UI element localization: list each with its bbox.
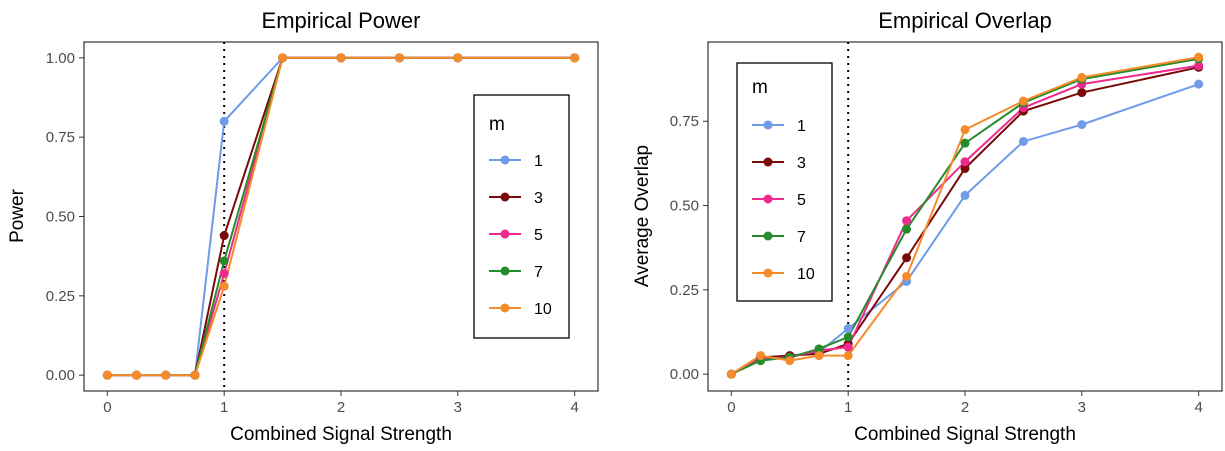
legend-label: 1 [797, 118, 806, 135]
data-point-m5 [960, 157, 970, 167]
legend-label: 3 [534, 190, 543, 207]
x-tick-label: 3 [454, 399, 462, 416]
data-point-m10 [1194, 52, 1204, 62]
data-point-m1 [1018, 136, 1028, 146]
data-point-m10 [902, 271, 912, 281]
x-tick-label: 1 [844, 399, 852, 416]
x-tick-label: 4 [1194, 399, 1202, 416]
data-point-m10 [960, 125, 970, 135]
data-point-m10 [278, 53, 288, 63]
data-point-m5 [843, 342, 853, 352]
data-point-m10 [843, 351, 853, 361]
y-tick-label: 0.75 [46, 129, 75, 146]
legend-key-point [500, 192, 510, 202]
data-point-m10 [726, 369, 736, 379]
x-tick-label: 0 [727, 399, 735, 416]
legend-title: m [489, 114, 505, 135]
legend-box [736, 62, 833, 302]
data-point-m10 [102, 370, 112, 380]
legend-label: 5 [534, 227, 543, 244]
data-point-m10 [132, 370, 142, 380]
legend-title: m [752, 77, 768, 98]
data-point-m10 [814, 351, 824, 361]
data-point-m10 [570, 53, 580, 63]
data-point-m3 [219, 231, 229, 241]
series-line-m10 [107, 56, 575, 377]
data-point-m1 [219, 116, 229, 126]
empirical-power-chart: Empirical Power Combined Signal Strength… [7, 8, 599, 445]
y-axis-label: Power [7, 188, 28, 243]
series-line-m3 [730, 66, 1199, 376]
data-point-m7 [843, 332, 853, 342]
legend-label: 7 [534, 264, 543, 281]
legend-key-point [500, 303, 510, 313]
data-point-m10 [1018, 96, 1028, 106]
x-tick-label: 2 [337, 399, 345, 416]
data-point-m10 [785, 356, 795, 366]
data-point-m7 [219, 256, 229, 266]
data-point-m1 [1194, 79, 1204, 89]
legend-label: 5 [797, 192, 806, 209]
y-tick-label: 1.00 [46, 50, 75, 67]
legend-key-point [763, 120, 773, 130]
data-point-m3 [960, 163, 970, 173]
y-tick-label: 0.75 [670, 113, 699, 130]
x-tick-label: 2 [961, 399, 969, 416]
legend-label: 10 [534, 301, 552, 318]
legend-label: 3 [797, 155, 806, 172]
y-tick-label: 0.50 [670, 198, 699, 215]
data-point-m5 [1194, 61, 1204, 71]
legend-key-point [763, 231, 773, 241]
x-tick-label: 3 [1078, 399, 1086, 416]
y-tick-label: 0.50 [46, 209, 75, 226]
data-point-m7 [902, 224, 912, 234]
data-point-m10 [394, 53, 404, 63]
y-tick-label: 0.25 [46, 288, 75, 305]
data-point-m10 [161, 370, 171, 380]
chart-title: Empirical Power [262, 8, 421, 33]
data-point-m10 [1077, 72, 1087, 82]
data-point-m1 [960, 190, 970, 200]
legend: m 1 3 5 7 10 [473, 94, 570, 339]
legend-key-point [500, 229, 510, 239]
data-point-m10 [336, 53, 346, 63]
data-point-m3 [1077, 88, 1087, 98]
legend-label: 10 [797, 266, 815, 283]
data-point-m7 [960, 138, 970, 148]
legend-key-point [763, 194, 773, 204]
legend-key-point [763, 268, 773, 278]
series-line-m10 [730, 56, 1199, 375]
data-point-m3 [902, 253, 912, 263]
data-point-m10 [219, 281, 229, 291]
y-tick-label: 0.00 [670, 366, 699, 383]
x-tick-label: 4 [570, 399, 578, 416]
x-axis-label: Combined Signal Strength [854, 424, 1076, 445]
data-point-m10 [756, 351, 766, 361]
legend-label: 7 [797, 229, 806, 246]
y-tick-label: 0.25 [670, 282, 699, 299]
data-point-m5 [219, 269, 229, 279]
data-point-m1 [843, 324, 853, 334]
data-point-m5 [902, 216, 912, 226]
data-point-m10 [190, 370, 200, 380]
x-tick-label: 1 [220, 399, 228, 416]
legend-label: 1 [534, 153, 543, 170]
empirical-overlap-chart: Empirical Overlap Combined Signal Streng… [632, 8, 1223, 445]
y-axis-label: Average Overlap [632, 145, 653, 287]
legend-key-point [500, 266, 510, 276]
legend-box [473, 94, 570, 339]
data-point-m7 [814, 344, 824, 354]
y-tick-label: 0.00 [46, 367, 75, 384]
x-tick-label: 0 [103, 399, 111, 416]
legend: m 1 3 5 7 10 [736, 62, 833, 302]
legend-key-point [500, 155, 510, 165]
data-point-m10 [453, 53, 463, 63]
chart-title: Empirical Overlap [878, 8, 1052, 33]
x-axis-label: Combined Signal Strength [230, 424, 452, 445]
legend-key-point [763, 157, 773, 167]
data-point-m1 [1077, 120, 1087, 130]
